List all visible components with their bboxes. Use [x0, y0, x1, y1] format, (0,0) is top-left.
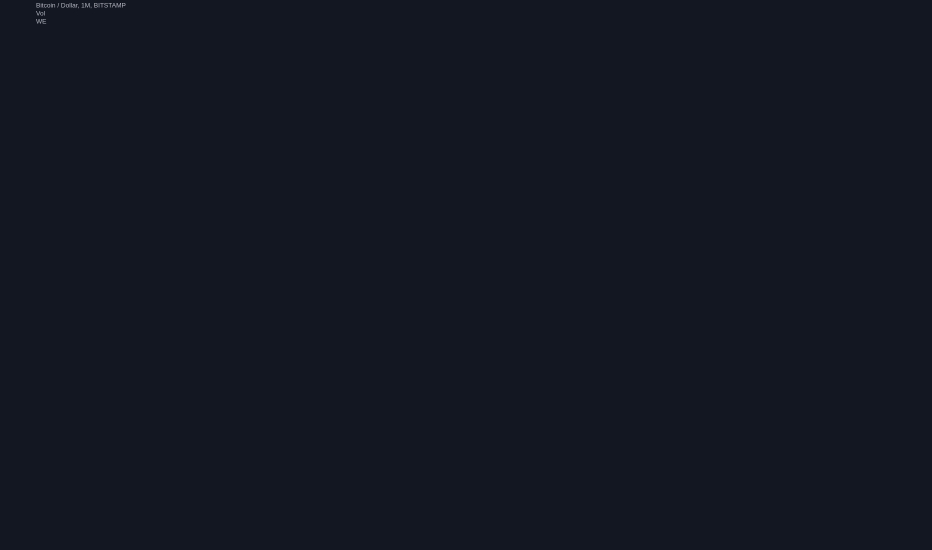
chart-title: Bitcoin / Dollar, 1M, BITSTAMP	[36, 3, 126, 10]
indicator-label: Vol	[36, 11, 46, 18]
indicator-label: WE	[36, 19, 47, 26]
